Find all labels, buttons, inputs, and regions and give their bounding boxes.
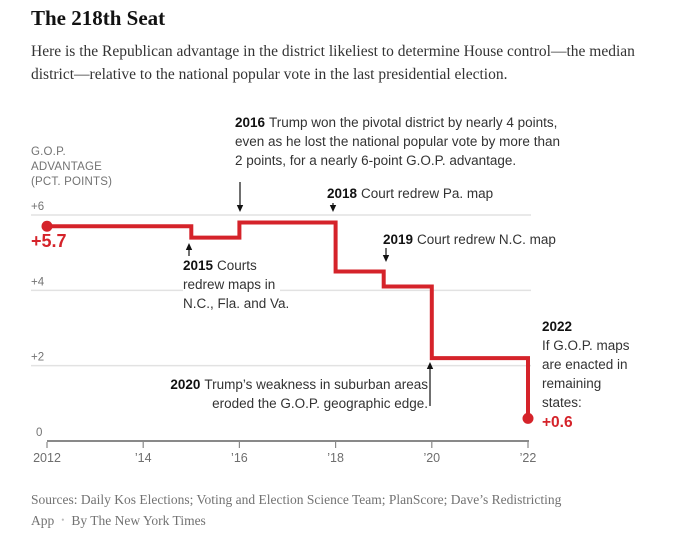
sources-text: Sources: Daily Kos Elections; Voting and… bbox=[31, 492, 562, 507]
annotation-text: Trump’s weakness in suburban areas bbox=[204, 377, 428, 392]
end-value-label: +0.6 bbox=[542, 414, 573, 431]
sources-text-overflow: App bbox=[31, 512, 55, 528]
annotation-year: 2015 bbox=[183, 258, 214, 273]
annotation-2016: 2016 Trump won the pivotal district by ne… bbox=[235, 113, 565, 170]
byline: By The New York Times bbox=[71, 512, 206, 528]
line-endpoint-dot bbox=[41, 220, 53, 232]
annotation-arrow-head bbox=[236, 205, 244, 212]
x-axis-tick-label: ’20 bbox=[423, 451, 440, 465]
annotation-arrow-head bbox=[382, 255, 390, 262]
annotation-line: redrew maps in bbox=[183, 275, 281, 294]
x-axis-tick-label: ’18 bbox=[327, 451, 344, 465]
annotation-year: 2016 bbox=[235, 115, 266, 130]
line-endpoint-dot bbox=[522, 412, 534, 424]
annotation-year: 2022 bbox=[542, 319, 573, 334]
annotation-line: 2020 Trump’s weakness in suburban areas bbox=[156, 375, 428, 394]
annotation-line: 2015 Courts bbox=[183, 256, 262, 275]
annotation-year: 2019 bbox=[383, 232, 414, 247]
annotation-year: 2018 bbox=[327, 186, 358, 201]
y-axis-tick-label: +2 bbox=[31, 352, 44, 364]
y-axis-tick-label: 0 bbox=[36, 427, 42, 439]
annotation-arrow-head bbox=[185, 243, 193, 250]
annotation-line: are enacted in bbox=[542, 357, 628, 372]
y-axis-unit-line: G.O.P. bbox=[31, 146, 66, 158]
y-axis-tick-label: +6 bbox=[31, 201, 44, 213]
annotation-text: Trump won the pivotal district by nearly… bbox=[269, 115, 558, 130]
annotation-2020: 2020 Trump’s weakness in suburban areas e… bbox=[156, 375, 428, 413]
page-title: The 218th Seat bbox=[31, 6, 166, 30]
annotation-line: even as he lost the national popular vot… bbox=[235, 134, 560, 149]
y-axis-tick-label: +4 bbox=[31, 276, 45, 288]
x-axis-tick-label: ’14 bbox=[135, 451, 152, 465]
annotation-arrow-head bbox=[426, 362, 434, 369]
annotation-line: 2 points, for a nearly 6-point G.O.P. ad… bbox=[235, 153, 517, 168]
annotation-line: If G.O.P. maps bbox=[542, 338, 630, 353]
chart-subtitle: Here is the Republican advantage in the … bbox=[31, 43, 635, 84]
annotation-line: 2016 Trump won the pivotal district by ne… bbox=[235, 113, 565, 132]
x-axis-tick-label: ’16 bbox=[231, 451, 248, 465]
start-value-label: +5.7 bbox=[31, 231, 67, 251]
annotation-line: eroded the G.O.P. geographic edge. bbox=[212, 396, 428, 411]
x-axis-tick-label: ’22 bbox=[520, 451, 537, 465]
y-axis-unit-line: ADVANTAGE bbox=[31, 161, 103, 173]
separator-dot-icon: • bbox=[61, 514, 65, 525]
annotation-2019: 2019 Court redrew N.C. map bbox=[383, 230, 556, 249]
annotation-line: states: bbox=[542, 395, 582, 410]
annotation-2022: 2022 If G.O.P. maps are enacted in remai… bbox=[542, 317, 666, 432]
advantage-step-line bbox=[47, 220, 530, 419]
y-axis-unit-line: (PCT. POINTS) bbox=[31, 176, 113, 188]
annotation-2018: 2018 Court redrew Pa. map bbox=[327, 184, 493, 203]
annotation-text: Court redrew Pa. map bbox=[361, 186, 494, 201]
y-axis-unit-label: G.O.P. ADVANTAGE (PCT. POINTS) bbox=[31, 145, 112, 190]
annotation-line: N.C., Fla. and Va. bbox=[183, 294, 295, 313]
annotation-arrow-head bbox=[329, 205, 337, 212]
source-credit: Sources: Daily Kos Elections; Voting and… bbox=[31, 490, 645, 532]
annotation-2015: 2015 Courts redrew maps in N.C., Fla. and… bbox=[183, 256, 295, 313]
x-axis-tick-label: 2012 bbox=[33, 451, 61, 465]
annotation-line: remaining bbox=[542, 376, 602, 391]
annotation-text: Courts bbox=[217, 258, 257, 273]
annotation-year: 2020 bbox=[170, 377, 201, 392]
annotation-text: Court redrew N.C. map bbox=[417, 232, 556, 247]
